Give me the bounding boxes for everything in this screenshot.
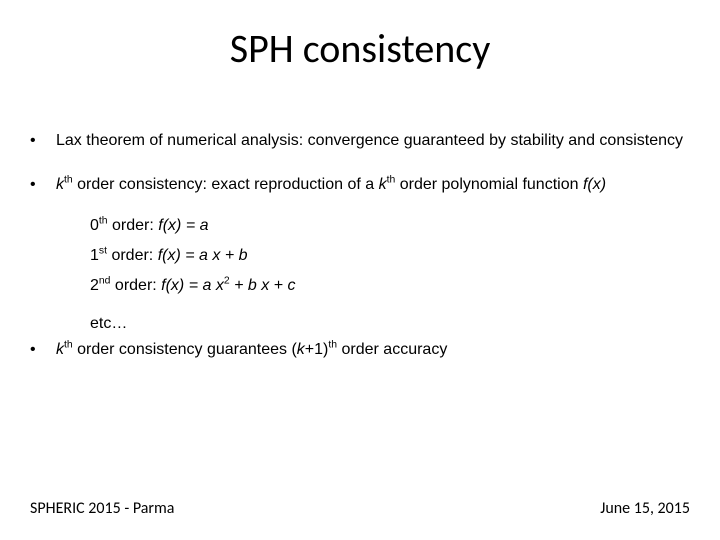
bullet-1-text: Lax theorem of numerical analysis: conve… <box>56 130 690 152</box>
text-fragment: order accuracy <box>337 341 447 358</box>
sup-th: th <box>64 174 73 185</box>
var-k: k <box>56 341 64 358</box>
bullet-dot-icon: • <box>30 339 56 361</box>
order-examples: 0th order: f(x) = a 1st order: f(x) = a … <box>90 217 690 295</box>
sup-th: th <box>64 340 73 351</box>
var-k: k <box>379 176 387 193</box>
sup-th: th <box>328 340 337 351</box>
bullet-3: • kth order consistency guarantees (k+1)… <box>30 339 690 361</box>
order-num: 2 <box>90 277 99 294</box>
sup-nd: nd <box>99 276 111 287</box>
order-fx: f(x) = a <box>158 217 208 234</box>
bullet-2-text: kth order consistency: exact reproductio… <box>56 174 690 196</box>
order-0: 0th order: f(x) = a <box>90 217 690 235</box>
bullet-dot-icon: • <box>30 174 56 196</box>
bullet-1: • Lax theorem of numerical analysis: con… <box>30 130 690 152</box>
order-fx-b: + b x + c <box>230 277 296 294</box>
order-label: order: <box>108 217 159 234</box>
sup-st: st <box>99 246 107 257</box>
order-fx-a: f(x) = a x <box>161 277 224 294</box>
bullet-2: • kth order consistency: exact reproduct… <box>30 174 690 196</box>
var-fx: f(x) <box>583 176 606 193</box>
slide-title: SPH consistency <box>0 24 720 73</box>
text-fragment: +1) <box>305 341 329 358</box>
order-label: order: <box>107 247 158 264</box>
sup-th: th <box>387 174 396 185</box>
text-fragment: order consistency: exact reproduction of… <box>73 176 379 193</box>
order-num: 1 <box>90 247 99 264</box>
sup-th: th <box>99 216 108 227</box>
order-label: order: <box>110 277 161 294</box>
order-num: 0 <box>90 217 99 234</box>
slide-body: • Lax theorem of numerical analysis: con… <box>30 130 690 373</box>
bullet-dot-icon: • <box>30 130 56 152</box>
text-fragment: order consistency guarantees ( <box>73 341 297 358</box>
bullet-3-text: kth order consistency guarantees (k+1)th… <box>56 339 690 361</box>
order-2: 2nd order: f(x) = a x2 + b x + c <box>90 277 690 295</box>
order-1: 1st order: f(x) = a x + b <box>90 247 690 265</box>
var-k: k <box>297 341 305 358</box>
text-fragment: order polynomial function <box>395 176 583 193</box>
etc-text: etc… <box>90 315 690 333</box>
order-fx: f(x) = a x + b <box>158 247 248 264</box>
var-k: k <box>56 176 64 193</box>
footer-right: June 15, 2015 <box>600 499 690 518</box>
footer-left: SPHERIC 2015 - Parma <box>30 499 174 518</box>
slide-footer: SPHERIC 2015 - Parma June 15, 2015 <box>30 499 690 518</box>
